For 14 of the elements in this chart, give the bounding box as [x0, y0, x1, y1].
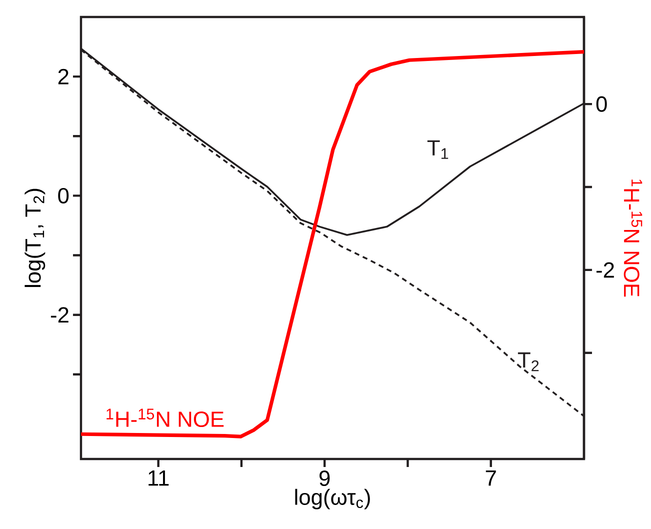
y-axis-title: log(T$_{1}$, T$_{2}$)	[24, 188, 46, 287]
x-tick-label: 9	[320, 470, 330, 486]
y-tick-label: -2	[50, 307, 68, 322]
x-tick-label: 7	[486, 470, 496, 486]
series-label: T$_{1}$	[427, 140, 448, 159]
series-label: T$_{2}$	[518, 352, 539, 372]
y2-axis-title: $^{1}$H-$^{15}$N NOE	[624, 180, 642, 297]
x-tick-label: 11	[148, 470, 169, 486]
x-axis-title: log(ωτ$_{c}$)	[295, 488, 370, 510]
y-tick-label: 0	[58, 188, 69, 204]
series-label: $^{1}$H-$^{15}$N NOE	[106, 408, 224, 428]
y2-tick-label: -2	[596, 262, 614, 278]
y-tick-label: 2	[58, 68, 68, 84]
y2-tick-label: 0	[596, 96, 607, 112]
